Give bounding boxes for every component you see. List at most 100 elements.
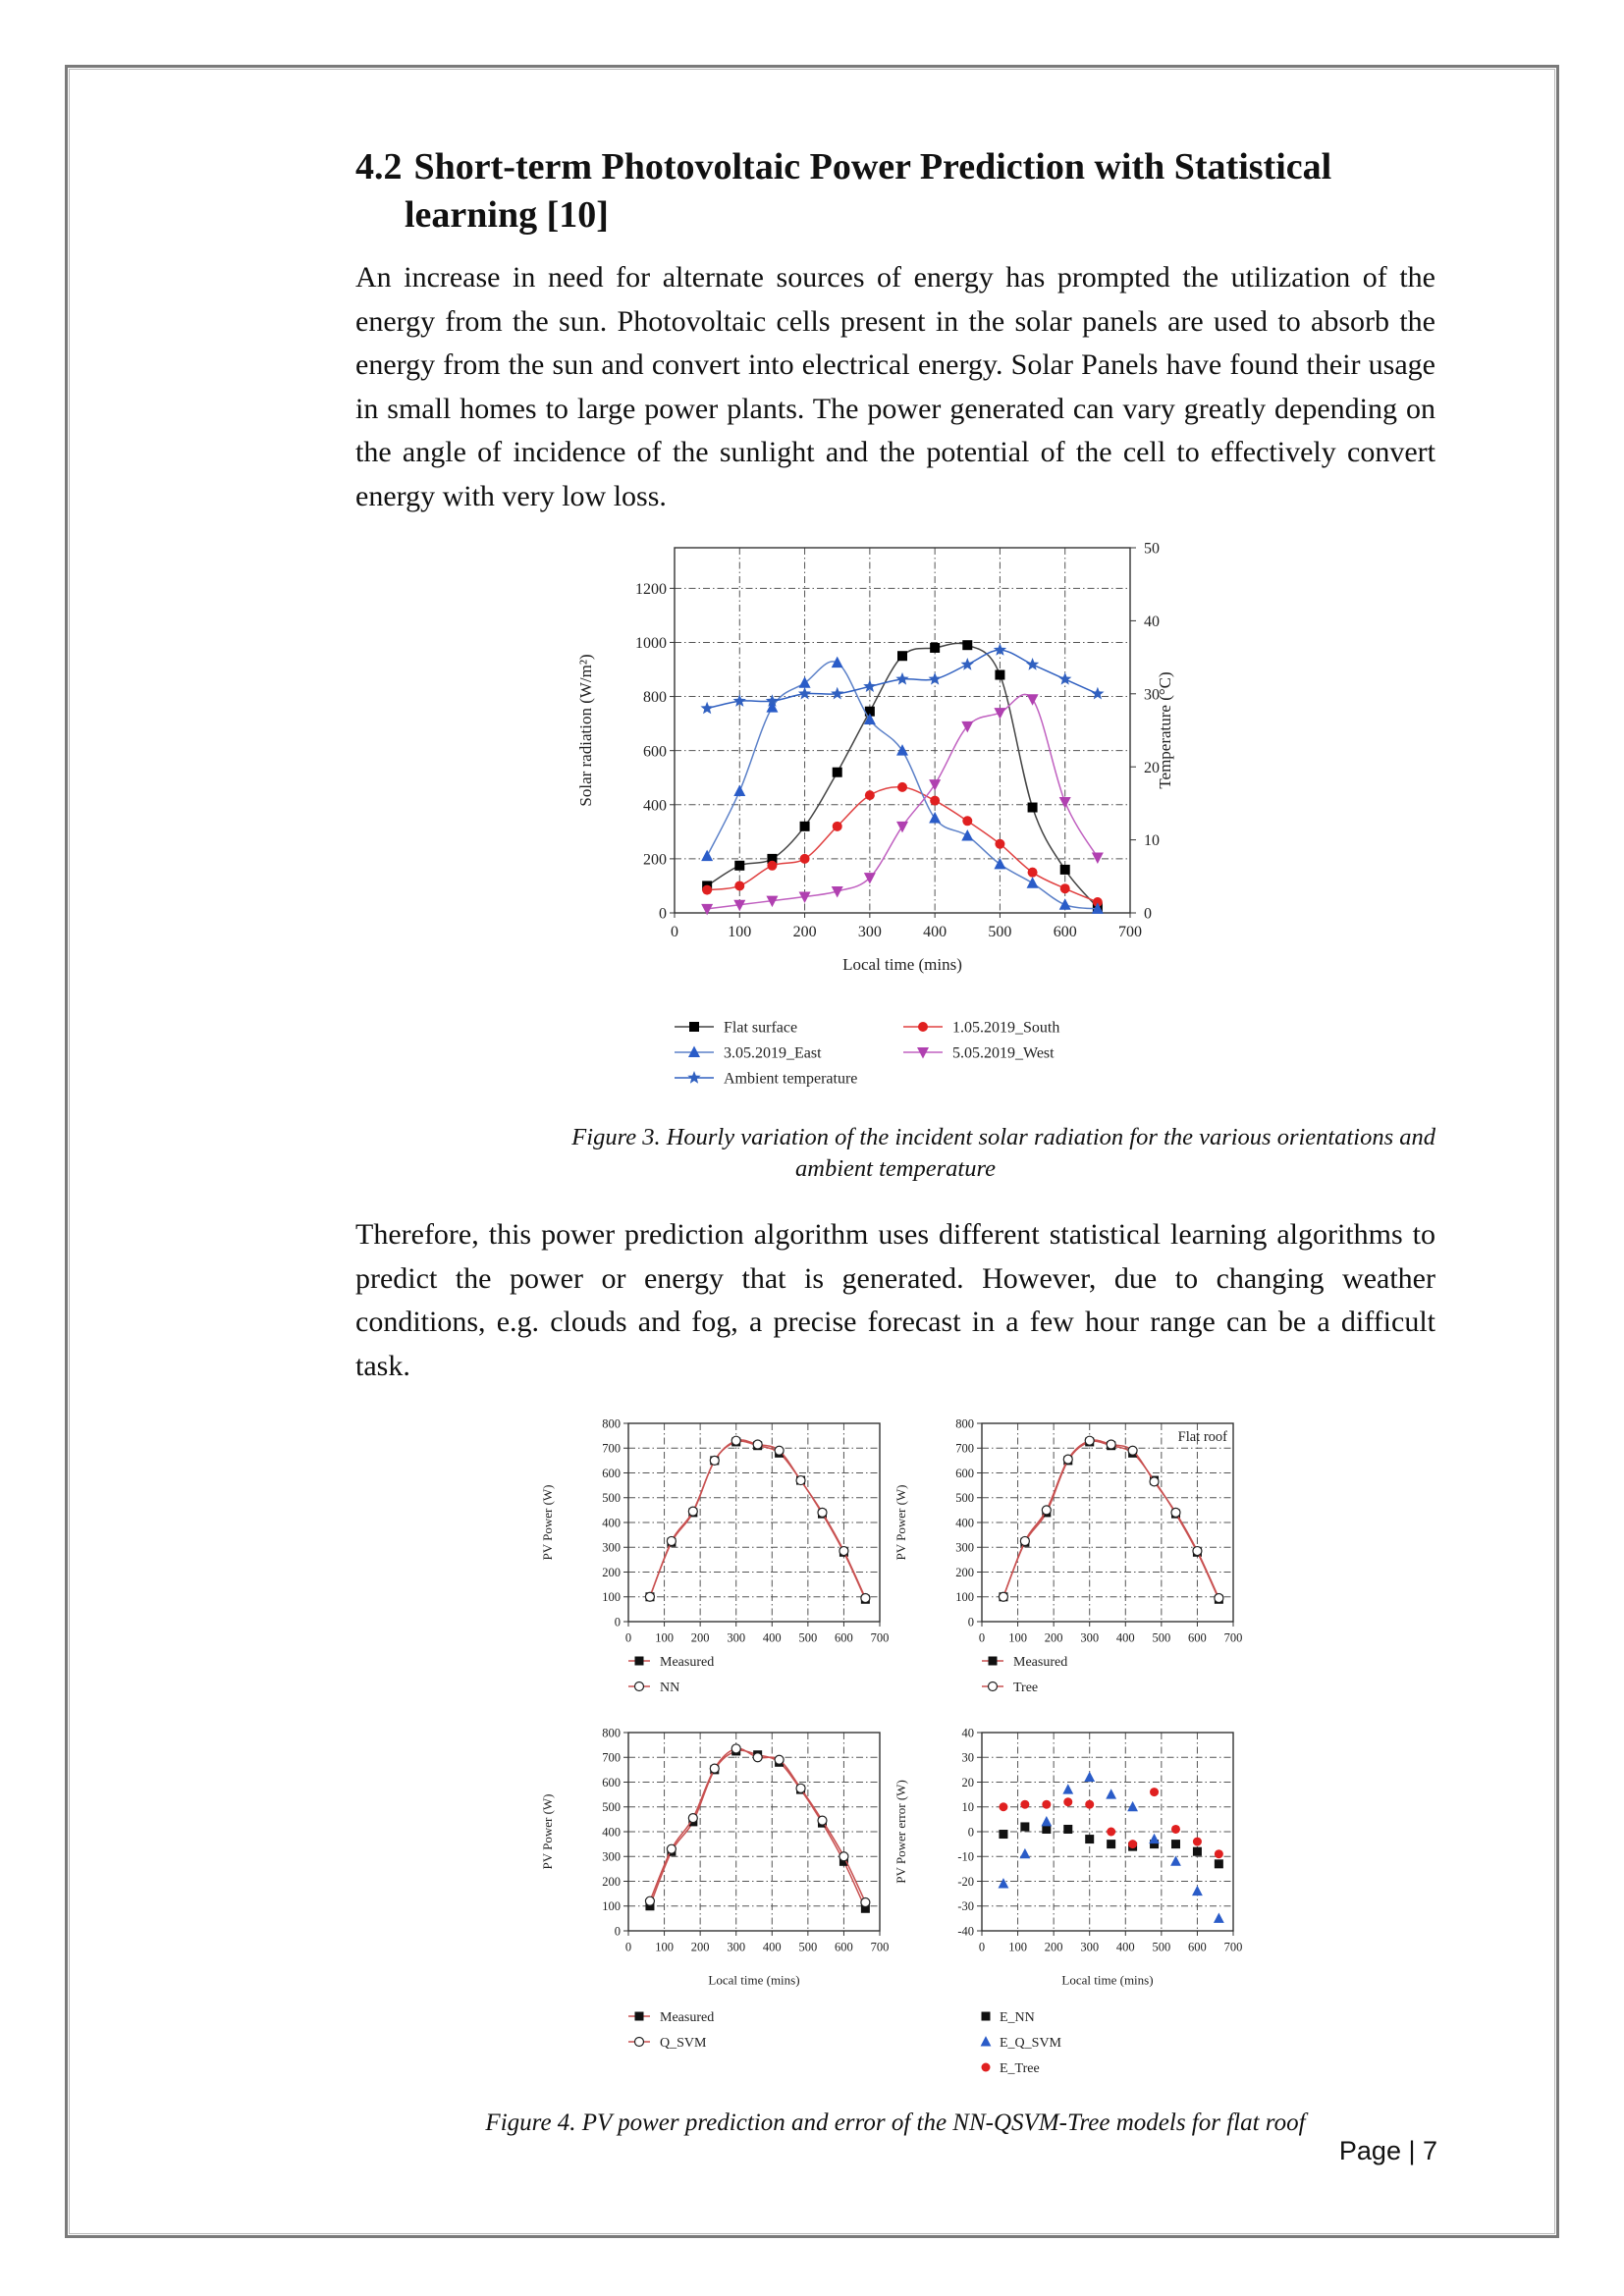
legend-label: Measured: [1013, 1655, 1067, 1670]
x-tick-label: 400: [763, 1941, 782, 1954]
figure-4-panel-error: 0 100 200 300 400 500 600 700 -40 -30 -20 -10 0 10 20 3…: [893, 1726, 1243, 2076]
data-point: [1192, 1545, 1203, 1557]
page-footer: Page | 7: [1338, 2136, 1437, 2165]
legend-label: Ambient temperature: [724, 1071, 857, 1088]
x-tick-label: 100: [728, 924, 751, 940]
grid: [982, 1733, 1233, 1931]
legend: Measured NN: [628, 1655, 714, 1695]
data-point: [995, 669, 1005, 680]
x-tick-label: 0: [979, 1941, 985, 1954]
data-point: [766, 701, 779, 713]
figure-4-panel-qsvm: 0 100 200 300 400 500 600 700 0 100 200 300 400 500 60…: [540, 1726, 890, 2051]
legend-label: 3.05.2019_East: [724, 1045, 822, 1062]
data-point: [999, 1802, 1008, 1812]
x-tick-label: 600: [835, 1631, 853, 1645]
y-tick-label: 300: [955, 1541, 974, 1555]
x-tick-label: 500: [798, 1941, 817, 1954]
series-3-05-2019-east: [701, 656, 1104, 914]
y-tick-label: 400: [643, 797, 667, 814]
x-tick-label: 600: [835, 1941, 853, 1954]
y-tick-label: 800: [643, 689, 667, 706]
y-tick-label: 800: [602, 1416, 621, 1430]
x-tick-label: 300: [1080, 1941, 1099, 1954]
data-point: [1106, 1439, 1116, 1450]
x-tick-label: 0: [671, 924, 678, 940]
legend-label: E_Q_SVM: [1000, 2036, 1062, 2051]
y-tick-label: 200: [602, 1566, 621, 1579]
data-point: [1027, 802, 1038, 813]
data-point: [864, 790, 875, 801]
y-axis-label: PV Power (W): [540, 1484, 555, 1560]
data-point: [1149, 1476, 1160, 1487]
data-point: [1092, 896, 1103, 907]
legend-marker: [987, 1681, 999, 1692]
y2-tick-label: 10: [1144, 832, 1160, 849]
data-point: [1085, 1835, 1095, 1844]
y-tick-label: 300: [602, 1541, 621, 1555]
data-point: [1062, 1454, 1073, 1465]
data-point: [1059, 883, 1070, 894]
x-axis-label: Local time (mins): [708, 1973, 799, 1988]
data-point: [666, 1843, 677, 1854]
data-point: [1170, 1855, 1181, 1866]
y-axis-label: Solar radiation (W/m²): [576, 654, 595, 806]
data-point: [839, 1851, 849, 1862]
data-point: [839, 1545, 849, 1557]
y-tick-label: 1200: [635, 581, 667, 598]
data-point: [960, 658, 974, 670]
data-point: [1170, 1824, 1180, 1834]
figure-4-panel-tree: 0 100 200 300 400 500 600 700 0 100 200 300 400 500 60…: [893, 1416, 1242, 1695]
data-point: [795, 1783, 806, 1793]
x-tick-label: 700: [1224, 1941, 1243, 1954]
data-point: [1127, 1800, 1138, 1812]
legend-label: Tree: [1013, 1681, 1038, 1695]
data-point: [817, 1507, 828, 1519]
legend-label: NN: [660, 1681, 679, 1695]
data-point: [732, 694, 746, 707]
y-tick-label: 600: [643, 743, 667, 760]
y-tick-label: -20: [957, 1875, 974, 1889]
y-tick-label: 100: [602, 1899, 621, 1913]
data-point: [1128, 1840, 1138, 1849]
x-tick-label: 400: [1116, 1941, 1135, 1954]
data-point: [961, 828, 974, 841]
y-tick-label: 10: [962, 1800, 975, 1814]
grid: [982, 1423, 1233, 1622]
y-tick-label: 500: [602, 1491, 621, 1505]
data-point: [644, 1591, 656, 1602]
y2-tick-label: 20: [1144, 760, 1160, 776]
x-tick-label: 500: [798, 1631, 817, 1645]
series-line: [706, 642, 1099, 908]
x-tick-label: 500: [988, 924, 1011, 940]
y-axis-label: PV Power (W): [893, 1484, 908, 1560]
data-point: [1091, 852, 1104, 865]
page-border: [65, 65, 1559, 2238]
x-tick-label: 700: [1118, 924, 1142, 940]
data-point: [1058, 671, 1072, 685]
y-tick-label: 500: [955, 1491, 974, 1505]
x-tick-label: 500: [1152, 1941, 1170, 1954]
y-tick-label: 20: [962, 1776, 975, 1789]
x-tick-label: 0: [625, 1941, 631, 1954]
y-tick-label: 100: [955, 1590, 974, 1604]
data-point: [1150, 1788, 1160, 1797]
series-line: [649, 1747, 867, 1903]
y2-tick-label: 30: [1144, 686, 1160, 703]
y-tick-label: 600: [602, 1467, 621, 1480]
y-tick-label: 600: [602, 1776, 621, 1789]
data-point: [930, 642, 941, 653]
x-axis-label: Local time (mins): [842, 955, 962, 974]
series-line: [1002, 1439, 1220, 1599]
data-point: [1019, 1535, 1030, 1547]
legend-marker: [988, 1656, 998, 1666]
series-measured: [999, 1437, 1223, 1604]
data-point: [765, 694, 780, 707]
data-point: [767, 853, 778, 864]
y-tick-label: 400: [955, 1516, 974, 1529]
y2-tick-label: 50: [1144, 541, 1160, 558]
legend: Flat surface 1.05.2019_South 3.05.2019_Eas…: [675, 1020, 1059, 1088]
x-tick-label: 700: [871, 1941, 890, 1954]
data-point: [928, 671, 942, 685]
data-point: [895, 671, 909, 685]
y-tick-label: 800: [602, 1726, 621, 1739]
